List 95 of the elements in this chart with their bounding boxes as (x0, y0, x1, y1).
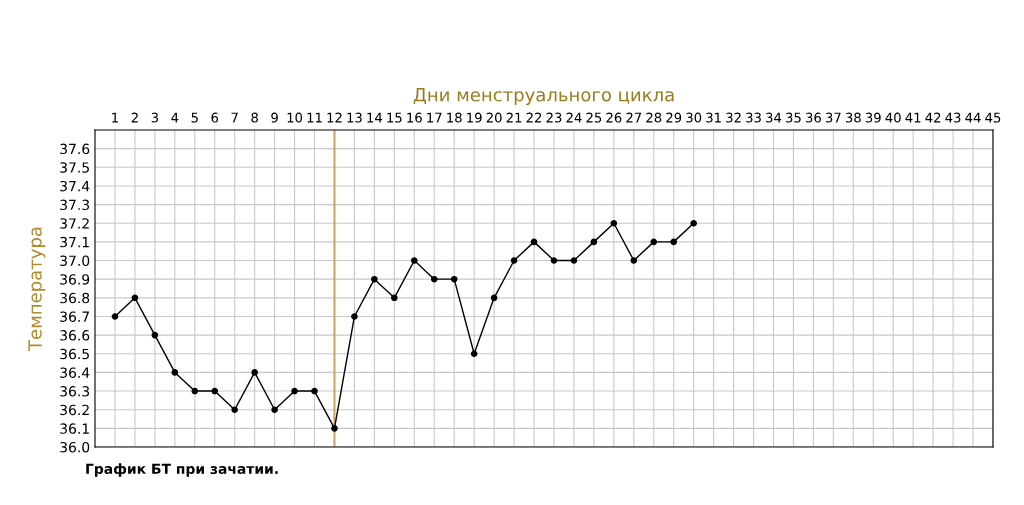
x-tick-label: 32 (726, 112, 741, 123)
y-tick-label: 36.2 (60, 404, 89, 416)
point (231, 406, 238, 413)
y-tick-label: 36.8 (60, 292, 90, 304)
x-tick-label: 45 (985, 112, 1001, 123)
x-tick-label: 1 (112, 112, 118, 123)
y-tick-label: 36.0 (60, 441, 90, 453)
x-tick-label: 8 (251, 112, 258, 123)
x-tick-label: 7 (231, 112, 238, 123)
x-tick-label: 33 (746, 112, 761, 123)
y-tick-label: 37.0 (60, 255, 90, 266)
y-tick-label: 37.4 (60, 180, 90, 192)
y-tick-label: 36.6 (60, 330, 90, 341)
point (271, 406, 278, 413)
y-tick-label: 37.2 (60, 218, 89, 229)
y-tick-label: 36.1 (60, 423, 89, 434)
point (430, 275, 438, 283)
point (670, 238, 678, 246)
point (131, 294, 139, 302)
x-tick-label: 39 (865, 112, 881, 123)
point (191, 387, 199, 395)
x-tick-label: 25 (586, 112, 602, 123)
x-tick-label: 12 (327, 112, 342, 123)
x-tick-label: 4 (171, 112, 179, 123)
y-tick-label: 36.3 (60, 386, 90, 397)
x-tick-label: 30 (686, 112, 702, 123)
x-tick-label: 42 (925, 112, 941, 123)
x-tick-label: 9 (271, 112, 278, 123)
y-tick-label: 37.3 (60, 199, 90, 211)
point (251, 369, 258, 376)
x-tick-label: 27 (626, 112, 642, 123)
point (111, 313, 119, 320)
point (590, 238, 598, 246)
x-tick-label: 41 (905, 112, 921, 123)
point (331, 425, 338, 432)
x-tick-label: 17 (427, 112, 442, 123)
y-tick-label: 36.7 (60, 311, 89, 322)
x-tick-label: 13 (347, 112, 362, 123)
y-tick-label: 37.1 (60, 236, 89, 248)
point (151, 331, 159, 339)
x-tick-label: 3 (151, 112, 159, 123)
x-tick-label: 23 (546, 112, 562, 123)
point (610, 219, 618, 227)
text: График БТ при зачатии. (86, 463, 278, 477)
point (470, 350, 478, 358)
point (650, 238, 658, 246)
x-tick-label: 5 (191, 112, 198, 123)
y-axis-title: Температура (28, 227, 46, 352)
point (570, 257, 578, 264)
x-tick-label: 22 (526, 112, 542, 123)
x-tick-label: 34 (766, 112, 782, 123)
x-tick-label: 16 (407, 112, 422, 123)
y-tick-label: 36.5 (60, 348, 89, 360)
x-tick-label: 11 (307, 112, 322, 123)
x-tick-label: 15 (387, 112, 402, 123)
point (211, 387, 219, 395)
x-tick-label: 26 (606, 112, 622, 123)
point (550, 257, 558, 264)
point (530, 238, 538, 246)
x-tick-label: 21 (506, 112, 522, 123)
x-tick-label: 14 (367, 112, 383, 123)
x-tick-label: 44 (965, 112, 981, 123)
x-tick-label: 31 (706, 112, 721, 123)
x-tick-label: 24 (566, 112, 582, 123)
x-tick-label: 29 (666, 112, 682, 123)
x-tick-label: 19 (467, 112, 482, 123)
y-tick-label: 36.4 (60, 367, 90, 378)
x-tick-label: 43 (945, 112, 961, 123)
x-tick-label: 20 (486, 112, 502, 123)
x-axis-title: Дни менструального цикла (413, 88, 674, 106)
point (391, 294, 398, 302)
point (510, 257, 518, 264)
point (410, 257, 418, 264)
x-tick-label: 40 (885, 112, 901, 123)
x-tick-label: 28 (646, 112, 662, 123)
point (351, 313, 358, 320)
point (171, 369, 179, 376)
point (490, 294, 498, 302)
x-tick-label: 36 (806, 112, 821, 123)
point (450, 275, 458, 283)
y-tick-label: 36.9 (60, 274, 90, 285)
point (311, 387, 318, 395)
point (690, 219, 697, 227)
x-tick-label: 2 (131, 112, 138, 123)
point (371, 275, 378, 283)
x-tick-label: 37 (825, 112, 841, 123)
point (630, 257, 638, 264)
y-tick-label: 37.5 (60, 162, 89, 173)
x-tick-label: 10 (287, 112, 303, 123)
x-tick-label: 38 (845, 112, 861, 123)
x-tick-label: 35 (786, 112, 801, 123)
point (291, 387, 298, 395)
x-tick-label: 6 (211, 112, 219, 123)
x-tick-label: 18 (447, 112, 462, 123)
y-tick-label: 37.6 (60, 143, 90, 155)
